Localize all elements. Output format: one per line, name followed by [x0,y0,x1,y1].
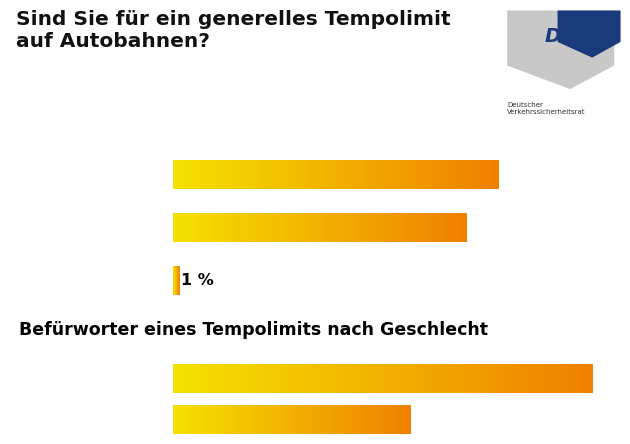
Text: Frauen: Frauen [110,371,167,386]
Text: Ja: Ja [152,166,167,182]
Text: Befürworter eines Tempolimits nach Geschlecht: Befürworter eines Tempolimits nach Gesch… [18,321,488,339]
Text: Sind Sie für ein generelles Tempolimit
auf Autobahnen?: Sind Sie für ein generelles Tempolimit a… [16,11,450,52]
Text: 47 %: 47 % [181,220,225,235]
Text: Keine Angabe: Keine Angabe [52,274,167,288]
Text: 1 %: 1 % [181,274,214,288]
Polygon shape [558,11,621,58]
Text: 52 %: 52 % [181,166,225,182]
Text: Deutscher
Verkehrssicherheitsrat: Deutscher Verkehrssicherheitsrat [507,102,586,115]
Text: Männer: Männer [104,412,167,427]
Polygon shape [507,11,614,89]
Text: 38 %: 38 % [181,412,225,427]
Text: Nein: Nein [129,220,167,235]
Text: DVR: DVR [545,27,592,46]
Text: 67 %: 67 % [181,371,225,386]
